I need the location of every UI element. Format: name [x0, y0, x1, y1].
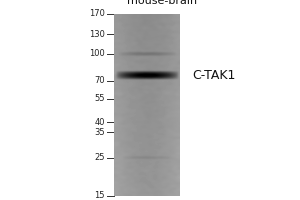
Text: 40: 40 [94, 118, 105, 127]
Text: 25: 25 [94, 153, 105, 162]
Text: 130: 130 [89, 30, 105, 39]
Text: 55: 55 [94, 94, 105, 103]
Text: 15: 15 [94, 192, 105, 200]
Text: 35: 35 [94, 128, 105, 137]
Text: 170: 170 [89, 9, 105, 19]
Text: C-TAK1: C-TAK1 [192, 69, 236, 82]
Text: mouse-brain: mouse-brain [127, 0, 197, 6]
Text: 70: 70 [94, 76, 105, 85]
Text: 100: 100 [89, 49, 105, 58]
